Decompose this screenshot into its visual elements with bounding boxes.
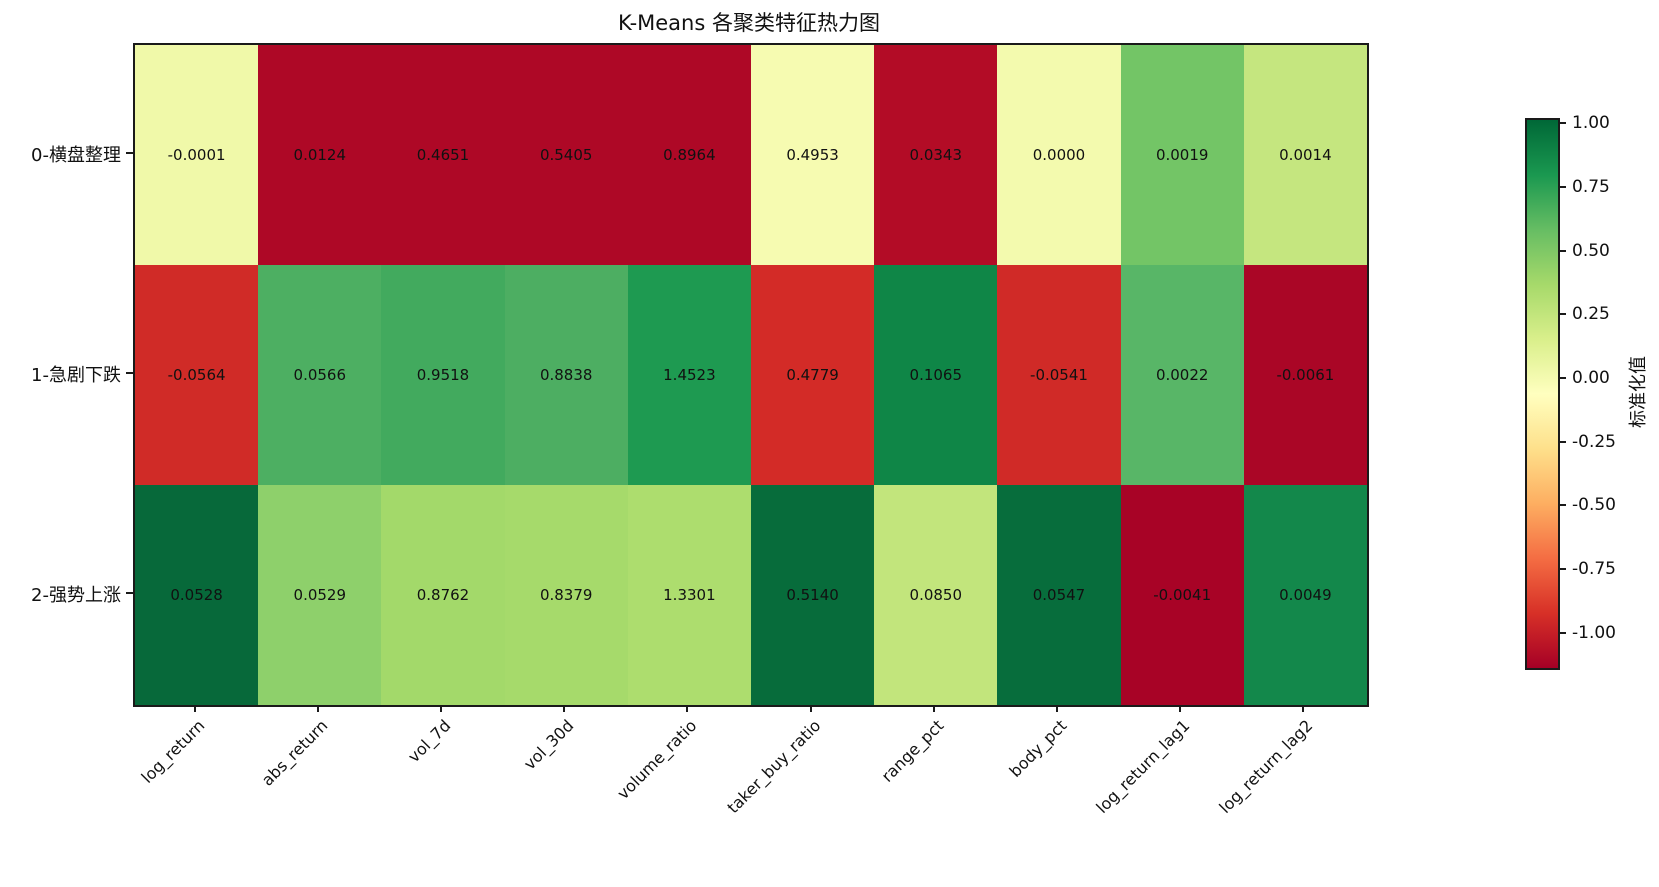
row-label: 0-横盘整理 xyxy=(31,145,121,166)
heatmap-cell: 0.4651 xyxy=(381,45,505,265)
x-tick-mark xyxy=(1302,705,1305,712)
colorbar-tick-mark xyxy=(1559,504,1566,507)
heatmap-cell: 0.0528 xyxy=(135,485,259,705)
heatmap-plot-area: -0.0001 0.0124 0.4651 0.5405 0.8964 0.4953 0.0… xyxy=(133,43,1369,707)
x-tick-mark xyxy=(1179,705,1182,712)
colorbar xyxy=(1525,118,1560,670)
heatmap-cell: 0.9518 xyxy=(381,265,505,485)
chart-title: K-Means 各聚类特征热力图 xyxy=(618,11,880,35)
heatmap-cell: 0.0022 xyxy=(1120,265,1244,485)
colorbar-tick-mark xyxy=(1559,440,1566,443)
colorbar-tick-mark xyxy=(1559,249,1566,252)
row-label: 2-强势上涨 xyxy=(31,585,121,606)
colorbar-tick-label: 0.75 xyxy=(1572,176,1610,197)
heatmap-cell: 0.0343 xyxy=(874,45,998,265)
heatmap-cell: 0.0049 xyxy=(1243,485,1367,705)
heatmap-cell: 0.0124 xyxy=(258,45,382,265)
heatmap-cell: 0.0529 xyxy=(258,485,382,705)
colorbar-tick-label: 1.00 xyxy=(1572,113,1610,134)
y-tick-mark xyxy=(126,152,133,154)
row-label: 1-急剧下跌 xyxy=(31,365,121,386)
x-tick-mark xyxy=(932,705,935,712)
colorbar-tick-mark xyxy=(1559,568,1566,571)
heatmap-cell: 0.0850 xyxy=(874,485,998,705)
colorbar-tick-label: 0.50 xyxy=(1572,240,1610,261)
y-tick-mark xyxy=(126,372,133,374)
colorbar-axis-label: 标准化值 xyxy=(1628,356,1649,428)
heatmap-cell: 0.1065 xyxy=(874,265,998,485)
colorbar-tick-label: 0.00 xyxy=(1572,367,1610,388)
colorbar-tick-label: -1.00 xyxy=(1572,622,1616,643)
heatmap-cell: -0.0541 xyxy=(997,265,1121,485)
heatmap-cell: 0.0566 xyxy=(258,265,382,485)
heatmap-cell: -0.0061 xyxy=(1243,265,1367,485)
heatmap-cell: -0.0001 xyxy=(135,45,259,265)
x-tick-mark xyxy=(809,705,812,712)
x-tick-mark xyxy=(563,705,566,712)
heatmap-cell: 0.8964 xyxy=(627,45,751,265)
heatmap-cell: 0.8379 xyxy=(504,485,628,705)
heatmap-cell: 0.5405 xyxy=(504,45,628,265)
colorbar-tick-label: -0.25 xyxy=(1572,431,1616,452)
colorbar-tick-label: -0.50 xyxy=(1572,495,1616,516)
x-tick-mark xyxy=(1056,705,1058,712)
colorbar-tick-mark xyxy=(1559,313,1566,316)
colorbar-tick-label: 0.25 xyxy=(1572,304,1610,325)
heatmap-grid: -0.0001 0.0124 0.4651 0.5405 0.8964 0.4953 0.0… xyxy=(135,45,1367,705)
heatmap-cell: -0.0041 xyxy=(1120,485,1244,705)
heatmap-cell: -0.0564 xyxy=(135,265,259,485)
colorbar-tick-mark xyxy=(1559,185,1566,188)
heatmap-cell: 0.0000 xyxy=(997,45,1121,265)
y-tick-mark xyxy=(126,592,133,594)
heatmap-cell: 0.8838 xyxy=(504,265,628,485)
heatmap-cell: 0.0019 xyxy=(1120,45,1244,265)
x-tick-mark xyxy=(440,705,442,712)
heatmap-cell: 0.8762 xyxy=(381,485,505,705)
colorbar-tick-label: -0.75 xyxy=(1572,559,1616,580)
x-tick-mark xyxy=(686,705,689,712)
heatmap-cell: 0.4779 xyxy=(750,265,875,485)
heatmap-cell: 1.3301 xyxy=(627,485,751,705)
heatmap-cell: 0.5140 xyxy=(750,485,875,705)
x-tick-mark xyxy=(193,705,196,712)
colorbar-tick-mark xyxy=(1559,122,1566,125)
colorbar-tick-mark xyxy=(1559,631,1566,634)
x-tick-mark xyxy=(316,705,319,712)
colorbar-tick-mark xyxy=(1559,376,1566,379)
heatmap-cell: 0.0547 xyxy=(997,485,1121,705)
heatmap-cell: 0.0014 xyxy=(1243,45,1367,265)
heatmap-cell: 0.4953 xyxy=(750,45,875,265)
heatmap-cell: 1.4523 xyxy=(627,265,751,485)
